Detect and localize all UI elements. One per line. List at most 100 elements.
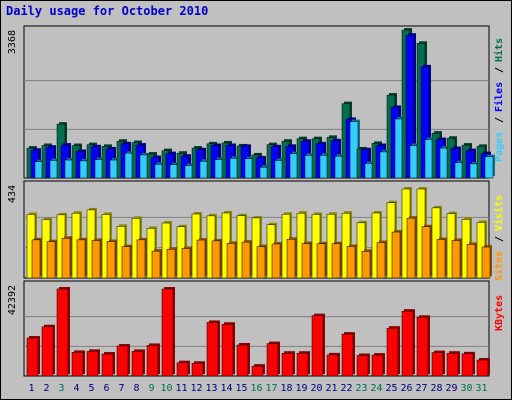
legend-separator: / xyxy=(494,67,505,73)
bar-kbytes-day-10 xyxy=(161,288,174,377)
bar-sites-day-19 xyxy=(301,243,311,279)
bar-sites-day-1 xyxy=(31,239,41,279)
legend-separator: / xyxy=(494,117,505,123)
bar-kbytes-day-15 xyxy=(236,344,249,377)
bar-sites-day-26 xyxy=(406,217,416,279)
bar-kbytes-day-12 xyxy=(191,363,204,377)
x-tick-label: 2 xyxy=(43,383,49,394)
x-tick-label: 30 xyxy=(460,383,472,394)
x-tick-label: 8 xyxy=(133,383,139,394)
x-tick-label: 22 xyxy=(340,383,352,394)
bar-sites-day-22 xyxy=(346,246,356,279)
bar-sites-day-23 xyxy=(361,251,371,279)
bar-sites-day-24 xyxy=(376,242,386,279)
bar-sites-day-12 xyxy=(196,239,206,279)
bar-sites-day-5 xyxy=(91,240,101,279)
x-tick-label: 14 xyxy=(220,383,232,394)
chart-title: Daily usage for October 2010 xyxy=(6,4,209,18)
bar-sites-day-9 xyxy=(151,250,161,279)
x-tick-label: 23 xyxy=(355,383,367,394)
bar-sites-day-14 xyxy=(226,243,236,279)
x-tick-label: 28 xyxy=(430,383,442,394)
bar-kbytes-day-8 xyxy=(131,351,144,377)
bar-sites-day-8 xyxy=(136,239,146,279)
bar-sites-day-15 xyxy=(241,241,251,279)
bar-sites-day-13 xyxy=(211,240,221,279)
bar-kbytes-day-6 xyxy=(101,353,114,377)
bar-kbytes-day-13 xyxy=(206,322,219,377)
legend-files: Files xyxy=(493,82,505,112)
bar-kbytes-day-17 xyxy=(266,343,279,377)
bar-kbytes-day-19 xyxy=(296,352,309,377)
bar-sites-day-21 xyxy=(331,243,341,279)
bar-kbytes-day-23 xyxy=(356,355,369,377)
y-max-label: 3368 xyxy=(7,30,18,54)
x-tick-label: 16 xyxy=(250,383,262,394)
x-tick-label: 25 xyxy=(385,383,397,394)
x-tick-label: 21 xyxy=(325,383,337,394)
x-tick-label: 10 xyxy=(160,383,172,394)
bar-sites-day-18 xyxy=(286,238,296,279)
legend-pages: Pages xyxy=(494,132,505,162)
bar-kbytes-day-3 xyxy=(56,288,69,377)
bar-kbytes-day-22 xyxy=(341,333,354,377)
bar-pages-day-31 xyxy=(484,156,494,179)
bar-sites-day-29 xyxy=(451,240,461,279)
bar-kbytes-day-24 xyxy=(371,354,384,377)
bar-kbytes-day-14 xyxy=(221,324,234,377)
bar-kbytes-day-4 xyxy=(71,352,84,377)
x-tick-label: 18 xyxy=(280,383,292,394)
x-tick-label: 3 xyxy=(58,383,64,394)
x-tick-label: 20 xyxy=(310,383,322,394)
bar-kbytes-day-31 xyxy=(476,359,489,377)
bar-sites-day-27 xyxy=(421,226,431,279)
x-tick-label: 29 xyxy=(445,383,457,394)
y-max-label: 434 xyxy=(7,185,18,203)
bar-kbytes-day-20 xyxy=(311,315,324,377)
bar-sites-day-16 xyxy=(256,246,266,279)
bar-kbytes-day-2 xyxy=(41,326,54,377)
x-tick-label: 11 xyxy=(175,383,187,394)
bar-sites-day-10 xyxy=(166,249,176,279)
legend-separator: / xyxy=(494,236,505,242)
x-tick-label: 26 xyxy=(400,383,412,394)
legend-kbytes: KBytes xyxy=(494,295,505,331)
bar-kbytes-day-21 xyxy=(326,354,339,377)
bar-kbytes-day-7 xyxy=(116,345,129,377)
x-tick-label: 6 xyxy=(103,383,109,394)
bar-sites-day-30 xyxy=(466,244,476,279)
x-tick-label: 7 xyxy=(118,383,124,394)
bar-sites-day-3 xyxy=(61,237,71,279)
legend-visits: Visits xyxy=(493,195,505,231)
bar-sites-day-7 xyxy=(121,246,131,279)
bar-kbytes-day-5 xyxy=(86,351,99,377)
bar-kbytes-day-27 xyxy=(416,317,429,377)
bar-sites-day-17 xyxy=(271,243,281,279)
bar-sites-day-25 xyxy=(391,231,401,279)
x-tick-label: 13 xyxy=(205,383,217,394)
x-tick-label: 15 xyxy=(235,383,247,394)
bar-sites-day-2 xyxy=(46,241,56,279)
x-tick-label: 17 xyxy=(265,383,277,394)
bar-sites-day-31 xyxy=(481,246,491,279)
bar-sites-day-28 xyxy=(436,239,446,279)
bar-kbytes-day-1 xyxy=(26,337,39,377)
bar-sites-day-6 xyxy=(106,241,116,279)
y-max-label: 42392 xyxy=(7,285,18,315)
x-tick-label: 4 xyxy=(73,383,79,394)
x-tick-label: 1 xyxy=(28,383,34,394)
legend-sites: Sites xyxy=(493,251,505,281)
bar-kbytes-day-28 xyxy=(431,352,444,377)
x-tick-label: 19 xyxy=(295,383,307,394)
bar-sites-day-11 xyxy=(181,248,191,279)
x-tick-label: 5 xyxy=(88,383,94,394)
bar-sites-day-4 xyxy=(76,239,86,279)
bar-kbytes-day-26 xyxy=(401,310,414,377)
bar-kbytes-day-18 xyxy=(281,352,294,377)
x-tick-label: 12 xyxy=(190,383,202,394)
bar-kbytes-day-30 xyxy=(461,353,474,377)
x-tick-label: 31 xyxy=(475,383,487,394)
bar-kbytes-day-9 xyxy=(146,345,159,377)
bar-sites-day-20 xyxy=(316,243,326,279)
